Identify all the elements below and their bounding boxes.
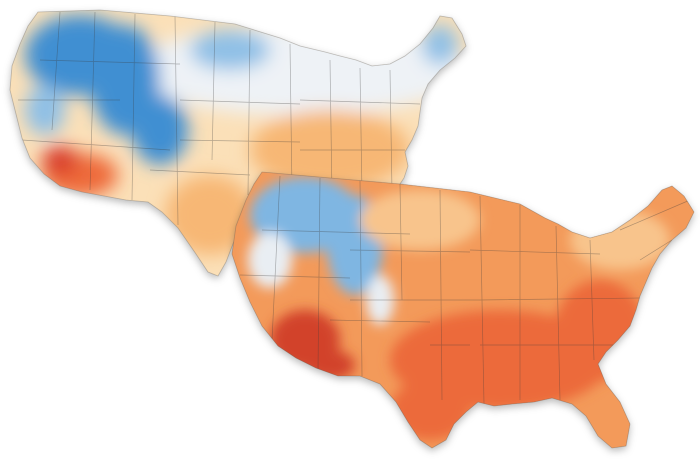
front-map bbox=[231, 171, 695, 449]
back-state-lines bbox=[18, 11, 421, 226]
front-map-fill bbox=[232, 172, 694, 448]
front-state-lines bbox=[239, 175, 691, 405]
